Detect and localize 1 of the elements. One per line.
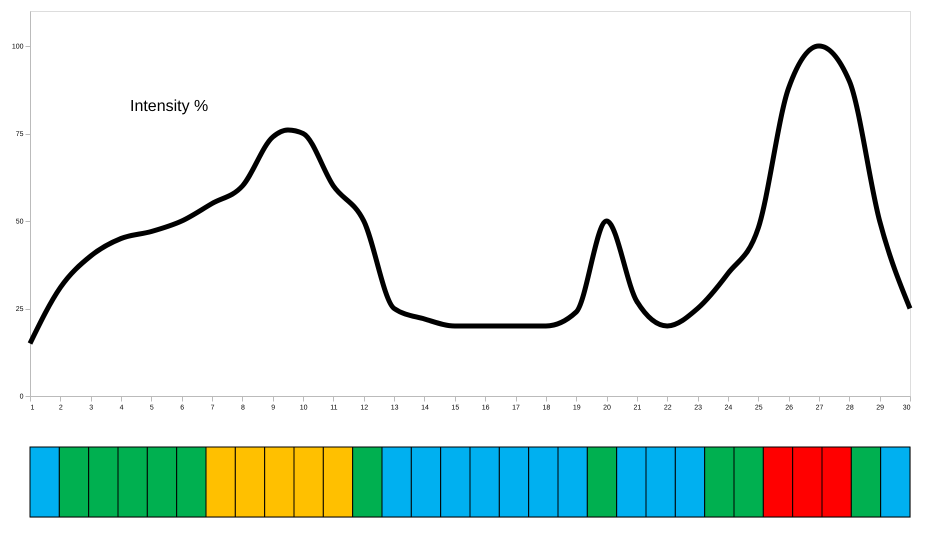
annotation: Intensity % xyxy=(130,98,208,115)
